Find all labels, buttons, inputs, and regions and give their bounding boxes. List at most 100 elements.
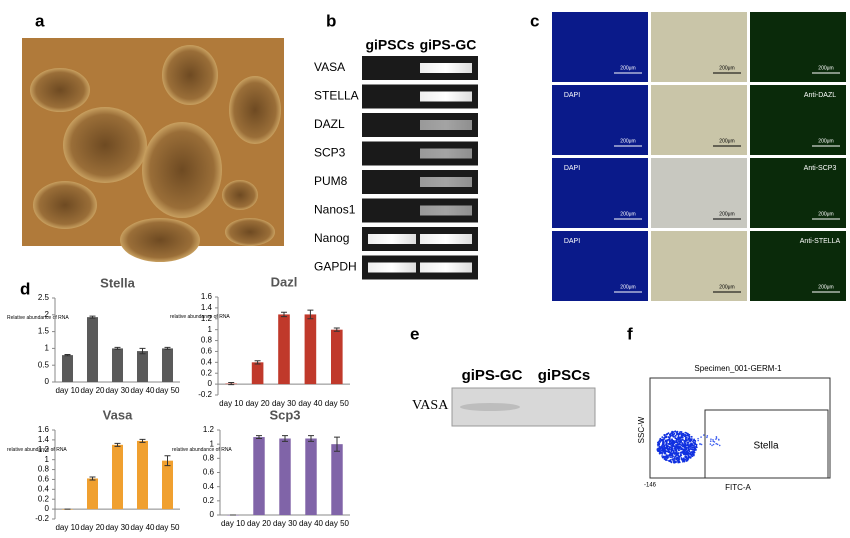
chart-title: Vasa xyxy=(103,407,133,422)
flow-event xyxy=(687,441,690,444)
flow-event xyxy=(657,440,660,443)
flow-event xyxy=(671,452,674,455)
x-tick-label: day 50 xyxy=(325,519,350,528)
panel-label: c xyxy=(530,11,539,30)
flow-event xyxy=(674,434,677,437)
micrograph xyxy=(552,85,648,155)
flow-event xyxy=(671,442,674,444)
bar xyxy=(330,329,343,385)
flow-event xyxy=(665,444,668,447)
y-tick-label: 0 xyxy=(208,379,213,388)
x-tick-label: day 30 xyxy=(273,519,298,528)
gel-row-label: VASA xyxy=(314,60,345,74)
flow-event xyxy=(687,449,690,451)
error-bar xyxy=(64,353,71,357)
flow-event xyxy=(706,436,708,439)
y-tick-label: 0.8 xyxy=(203,453,215,462)
flow-event xyxy=(697,439,699,442)
flow-event xyxy=(678,442,681,445)
flow-event xyxy=(671,456,673,459)
y-tick-label: 1.6 xyxy=(201,292,213,301)
blot-row: VASA xyxy=(412,398,449,413)
scale-label: 200μm xyxy=(719,65,734,71)
flow-event xyxy=(661,438,664,441)
flow-event xyxy=(661,447,664,450)
flow-event xyxy=(706,435,709,437)
flow-event xyxy=(674,449,676,452)
y-tick-label: 1.2 xyxy=(201,314,213,323)
flow-event xyxy=(681,439,684,441)
flow-event xyxy=(717,438,720,441)
gel-band xyxy=(420,234,472,244)
y-tick-label: 2.5 xyxy=(38,293,50,302)
flow-event xyxy=(660,446,663,449)
flow-event xyxy=(685,438,687,441)
micrograph xyxy=(750,158,846,228)
flow-event xyxy=(689,440,692,443)
flow-event xyxy=(666,450,669,453)
flow-event xyxy=(692,454,695,457)
flow-event xyxy=(678,440,681,443)
chart-title: Scp3 xyxy=(269,407,300,422)
y-tick-label: 1 xyxy=(45,344,50,353)
flow-event xyxy=(687,447,690,450)
flow-event xyxy=(676,447,679,450)
flow-event xyxy=(681,460,684,463)
flow-event xyxy=(662,439,664,442)
x-tick-label: day 10 xyxy=(221,519,246,528)
error-bar xyxy=(333,327,340,332)
flow-event xyxy=(675,458,677,461)
y-tick-label: 0 xyxy=(210,510,215,519)
flow-event xyxy=(700,443,703,446)
flow-event xyxy=(677,442,679,444)
y-axis-label: relative abundance of RNA xyxy=(172,447,232,453)
flow-event xyxy=(658,445,661,448)
flow-event xyxy=(710,438,712,440)
flow-event xyxy=(712,438,714,441)
y-axis-label: relative abundance of RNA xyxy=(172,447,232,453)
bar xyxy=(279,438,291,515)
x-tick-label: day 10 xyxy=(219,399,244,408)
bar xyxy=(87,317,98,382)
flow-event xyxy=(663,438,666,440)
flow-event xyxy=(674,455,676,458)
flow-event xyxy=(699,443,701,446)
y-tick-label: 1.4 xyxy=(38,435,50,444)
x-tick-label: day 10 xyxy=(55,386,80,395)
flow-event xyxy=(680,444,683,447)
y-tick-label: 0.4 xyxy=(203,482,215,491)
micrograph xyxy=(552,231,648,301)
y-axis-label: relative abundance of RNA xyxy=(7,447,67,453)
x-tick-label: day 20 xyxy=(80,386,105,395)
flow-event xyxy=(676,445,679,448)
error-bar xyxy=(139,347,146,355)
flow-event xyxy=(665,446,668,449)
flow-event xyxy=(697,437,699,440)
flow-event xyxy=(679,430,682,433)
flow-event xyxy=(674,441,677,444)
bar xyxy=(137,440,148,510)
flow-event xyxy=(685,456,687,459)
scale-label: 200μm xyxy=(818,65,833,71)
error-bar xyxy=(89,315,96,319)
error-bar xyxy=(89,476,96,481)
x-tick-label: day 40 xyxy=(298,399,323,408)
flow-event xyxy=(664,451,667,454)
gel-band xyxy=(368,262,416,273)
y-tick-label: 0.8 xyxy=(38,465,50,474)
scale-label: 200μm xyxy=(818,138,833,144)
flow-event xyxy=(683,445,686,448)
flow-event xyxy=(692,446,695,449)
y-tick-label: 0.4 xyxy=(201,357,213,366)
flow-event xyxy=(684,437,687,439)
scale-label: 200μm xyxy=(620,284,635,290)
flow-event xyxy=(671,430,674,433)
y-axis-label: relative abundance of RNA xyxy=(170,314,230,320)
micrograph xyxy=(750,12,846,82)
flow-event xyxy=(688,450,691,453)
flow-event xyxy=(689,456,692,459)
error-bar xyxy=(164,346,171,350)
flow-plot xyxy=(649,377,831,479)
error-bar xyxy=(254,360,261,365)
flow-events xyxy=(656,430,721,464)
